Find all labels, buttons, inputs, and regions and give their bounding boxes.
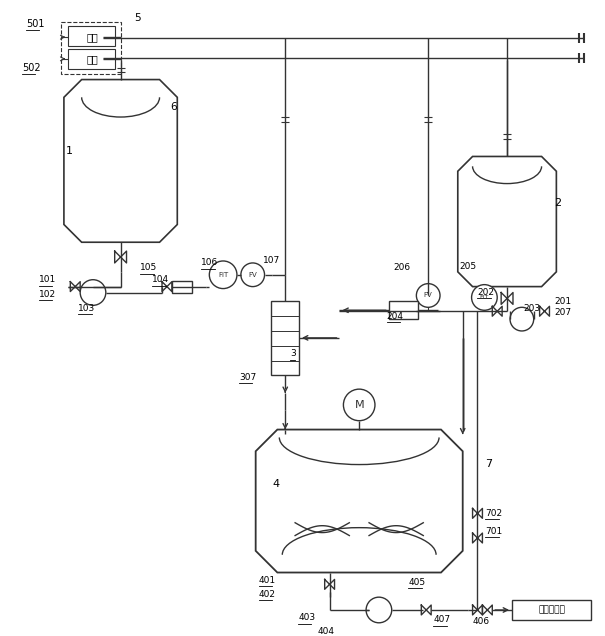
- Text: FV: FV: [424, 293, 433, 298]
- Circle shape: [510, 307, 534, 331]
- Text: 406: 406: [473, 618, 489, 626]
- Text: 205: 205: [460, 263, 477, 272]
- Circle shape: [80, 280, 106, 305]
- Text: FIT: FIT: [480, 295, 489, 300]
- Text: 404: 404: [318, 627, 335, 636]
- Text: 1: 1: [65, 146, 73, 156]
- Polygon shape: [256, 429, 463, 572]
- Text: 202: 202: [477, 288, 494, 297]
- Bar: [172, 280, 192, 293]
- Text: 501: 501: [26, 19, 44, 29]
- Text: 2: 2: [554, 198, 561, 208]
- Circle shape: [366, 597, 391, 623]
- Text: 4: 4: [272, 479, 280, 489]
- Circle shape: [344, 389, 375, 420]
- Text: 701: 701: [485, 527, 503, 536]
- Text: FV: FV: [248, 272, 257, 278]
- Circle shape: [209, 261, 237, 289]
- Text: FIT: FIT: [218, 272, 228, 278]
- Text: 104: 104: [152, 275, 169, 284]
- Bar: [389, 301, 418, 319]
- Circle shape: [416, 284, 440, 307]
- Bar: [512, 600, 591, 620]
- Text: 6: 6: [170, 102, 177, 112]
- Polygon shape: [458, 156, 557, 287]
- Text: 氮气: 氮气: [86, 32, 98, 42]
- Text: M: M: [355, 400, 364, 410]
- Text: 废气: 废气: [86, 54, 98, 64]
- Text: 103: 103: [78, 304, 96, 313]
- Text: 204: 204: [387, 312, 404, 321]
- Text: 106: 106: [201, 258, 218, 268]
- Text: 401: 401: [258, 576, 276, 585]
- Text: 201: 201: [554, 297, 572, 306]
- Text: 702: 702: [485, 509, 503, 518]
- Bar: [68, 49, 115, 69]
- Text: 402: 402: [258, 590, 276, 598]
- Text: 101: 101: [39, 275, 56, 284]
- Polygon shape: [64, 80, 177, 242]
- Text: 7: 7: [485, 459, 492, 469]
- Text: 5: 5: [134, 13, 141, 24]
- Text: 206: 206: [394, 263, 411, 272]
- Circle shape: [471, 285, 497, 310]
- Bar: [68, 26, 115, 46]
- Text: 403: 403: [298, 613, 315, 623]
- Text: 502: 502: [22, 63, 41, 73]
- Text: 407: 407: [433, 616, 450, 625]
- Text: 102: 102: [39, 290, 56, 299]
- Text: 下一道工序: 下一道工序: [538, 605, 565, 614]
- Text: 105: 105: [140, 263, 157, 272]
- Text: 207: 207: [554, 308, 572, 317]
- Text: 405: 405: [408, 578, 425, 587]
- Text: 3: 3: [290, 349, 296, 358]
- Text: 307: 307: [239, 373, 256, 382]
- Text: 107: 107: [263, 256, 280, 265]
- Bar: [62, 22, 120, 74]
- Circle shape: [241, 263, 264, 287]
- Text: 203: 203: [524, 304, 541, 313]
- Bar: [272, 301, 299, 375]
